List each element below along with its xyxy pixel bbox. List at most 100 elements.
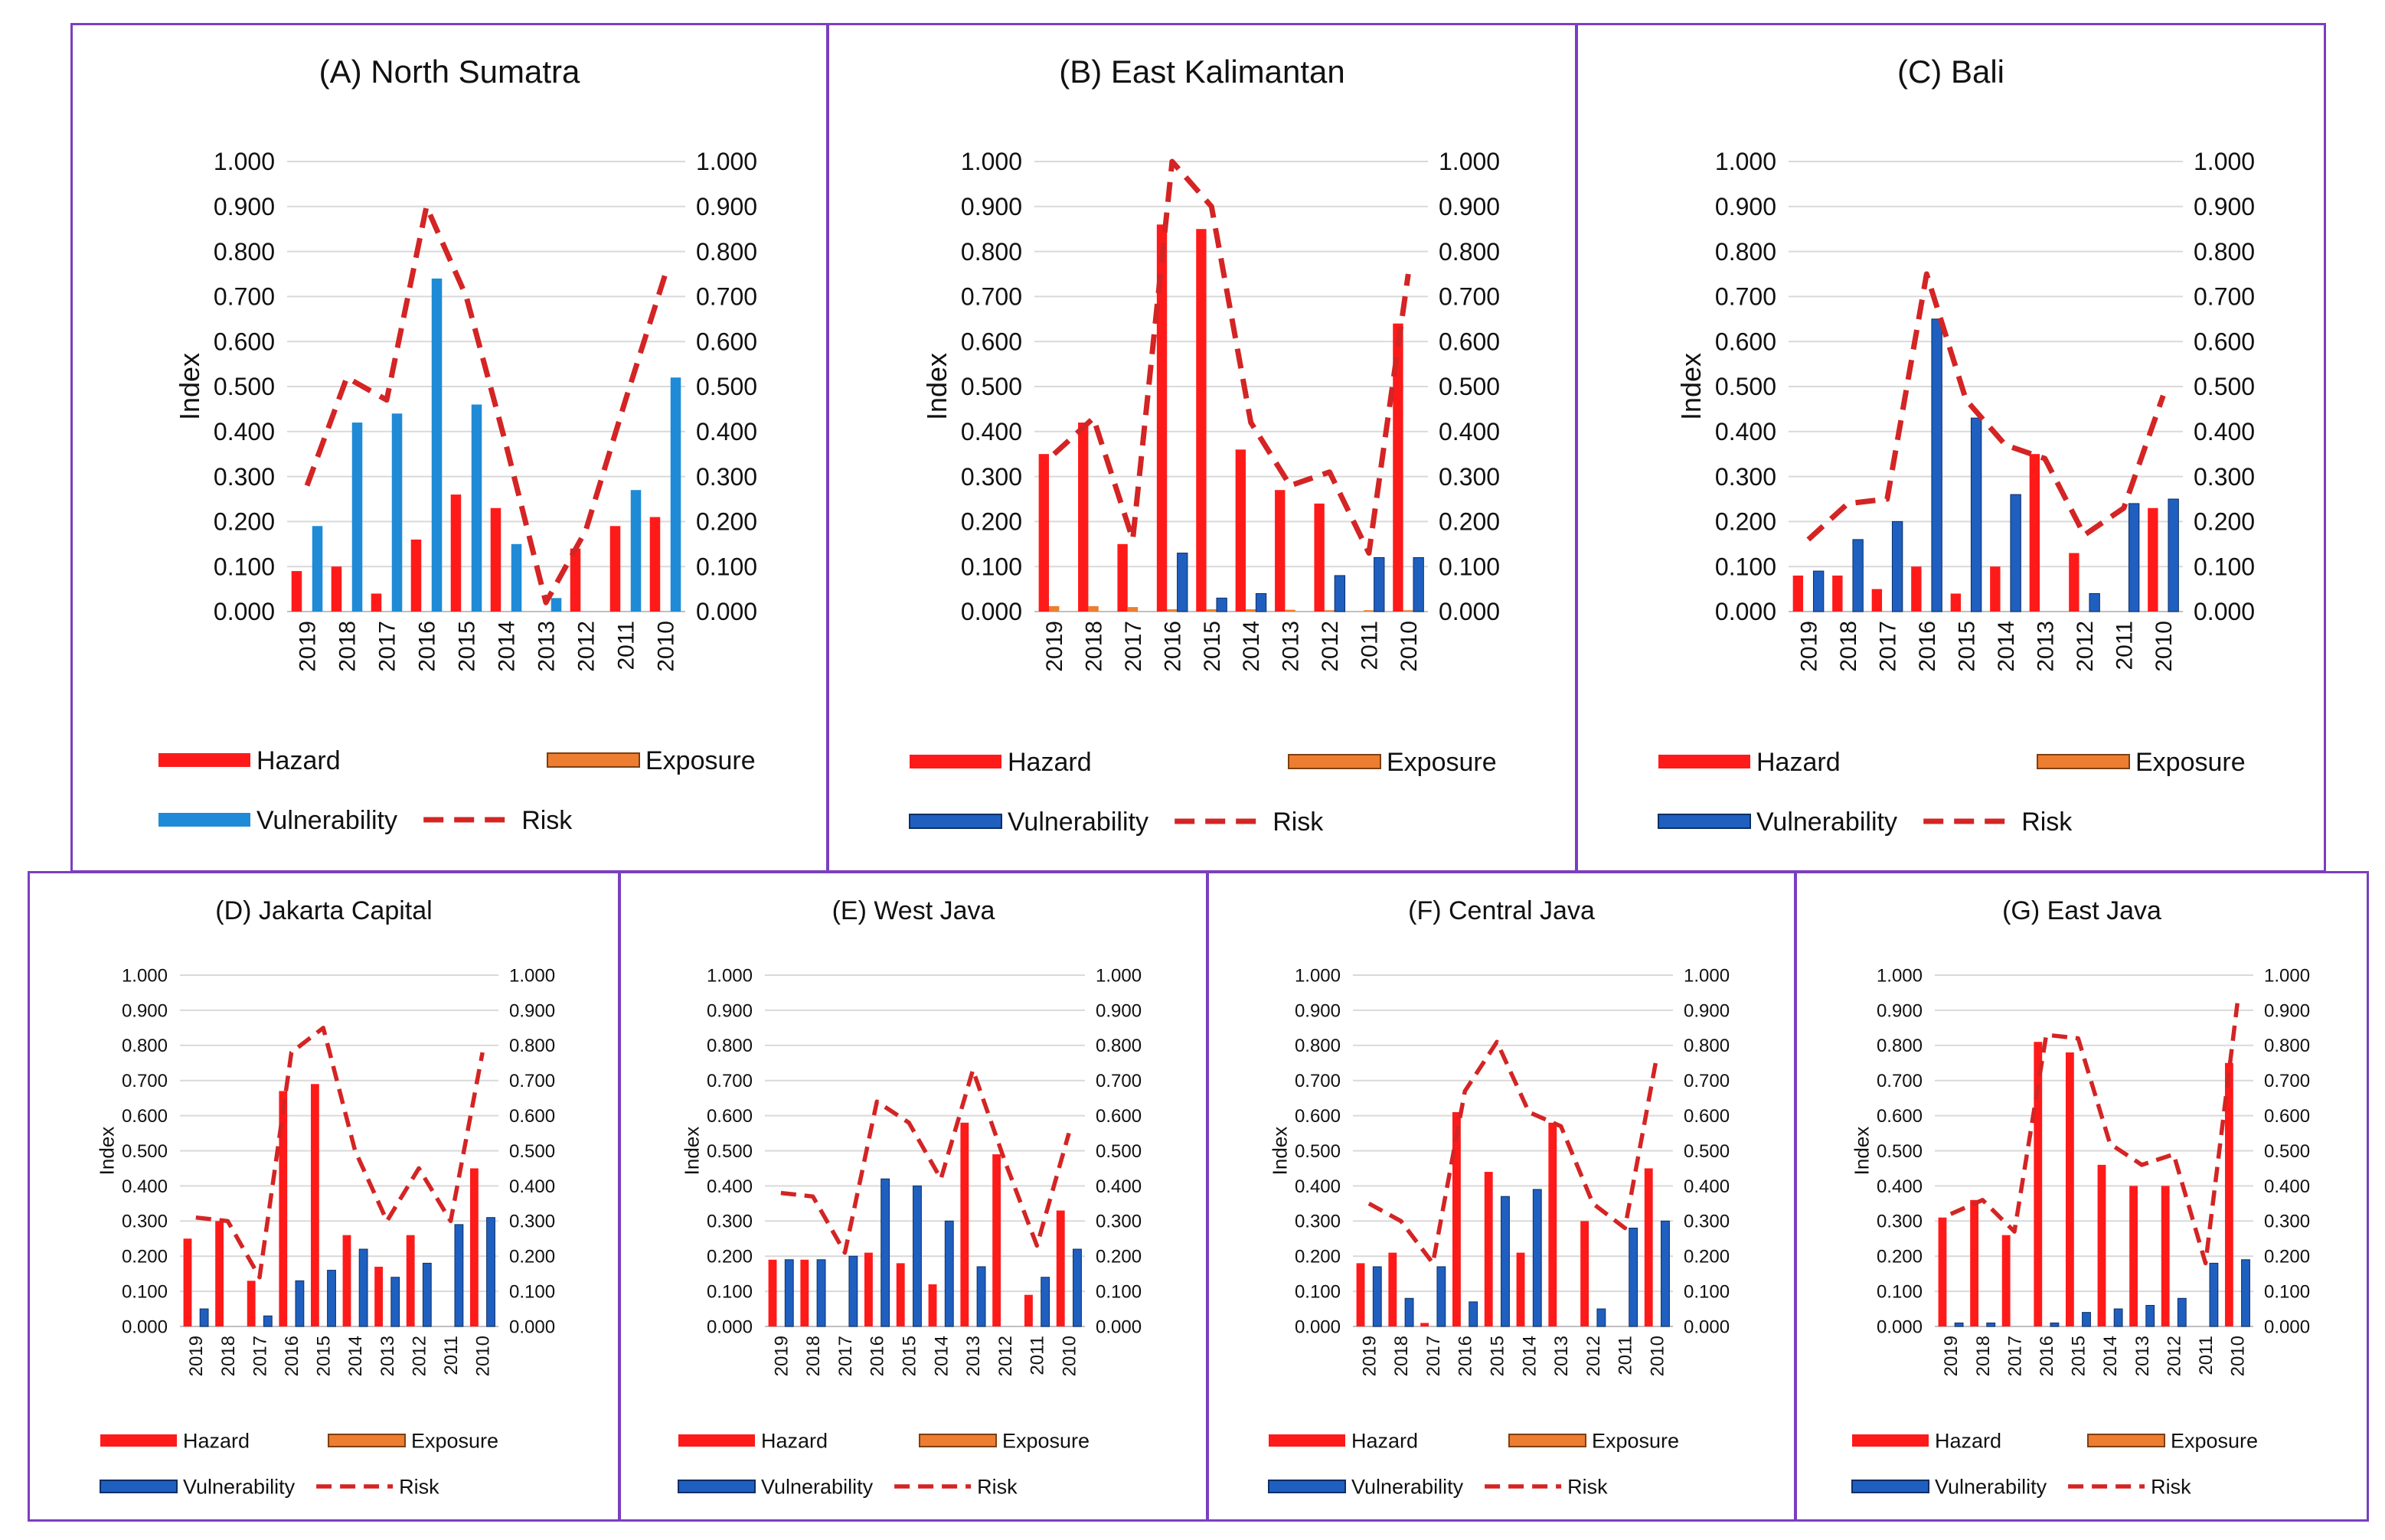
legend-risk: Risk	[1923, 808, 2073, 837]
risk-line	[1806, 271, 2166, 542]
y-tick-label-left: 0.900	[1877, 1000, 1923, 1021]
hazard-bar	[1832, 575, 1843, 612]
legend-risk-label: Risk	[399, 1476, 439, 1499]
legend-hazard-swatch	[1269, 1434, 1345, 1447]
y-tick-label-left: 0.400	[1295, 1176, 1341, 1197]
legend-hazard: Hazard	[100, 1430, 250, 1453]
x-tick-label: 2012	[2164, 1336, 2184, 1376]
legend-vulnerability-label: Vulnerability	[761, 1476, 874, 1499]
chart-svg: (E) West Java 0.000 0.000 0.100 0.100 0.200 0.…	[678, 896, 1142, 1499]
y-tick-label-right: 0.500	[509, 1141, 555, 1162]
vulnerability-bar	[1374, 556, 1385, 612]
y-tick-label-left: 0.600	[707, 1106, 753, 1127]
x-tick-label: 2011	[1357, 621, 1382, 670]
y-tick-label-left: 0.000	[214, 598, 275, 625]
vulnerability-bar	[1177, 553, 1188, 612]
legend-hazard: Hazard	[158, 746, 341, 775]
vulnerability-bar	[454, 1224, 464, 1327]
legend-vulnerability-label: Vulnerability	[1935, 1476, 2047, 1499]
vulnerability-bar	[431, 278, 443, 612]
y-tick-label-right: 0.500	[696, 373, 757, 400]
y-tick-label-right: 0.100	[696, 553, 757, 580]
y-tick-label-right: 0.800	[509, 1036, 555, 1056]
y-tick-label-left: 0.900	[961, 193, 1022, 220]
y-tick-label-right: 0.000	[2194, 598, 2255, 625]
legend-risk-label: Risk	[977, 1476, 1018, 1499]
hazard-bar	[1117, 543, 1128, 612]
y-tick-label-left: 1.000	[1295, 965, 1341, 986]
legend-hazard-swatch	[158, 753, 250, 767]
hazard-bar	[2001, 1235, 2011, 1326]
legend-exposure-label: Exposure	[1387, 748, 1497, 777]
hazard-bar	[1078, 423, 1089, 612]
legend-vulnerability: Vulnerability	[100, 1476, 296, 1499]
vulnerability-bar	[1334, 575, 1346, 612]
vulnerability-bar	[784, 1259, 794, 1327]
y-tick-label-right: 0.000	[2264, 1317, 2310, 1337]
x-tick-label: 2016	[1456, 1336, 1476, 1376]
x-tick-label: 2011	[441, 1336, 462, 1375]
y-tick-label-left: 0.900	[214, 193, 275, 220]
vulnerability-bar	[1812, 570, 1825, 612]
x-tick-label: 2018	[803, 1336, 824, 1376]
risk-line	[1367, 1039, 1659, 1266]
vulnerability-bar	[1041, 1277, 1050, 1327]
y-tick-label-left: 0.700	[707, 1071, 753, 1091]
y-tick-label-right: 0.400	[1684, 1176, 1730, 1197]
y-tick-label-right: 0.300	[2264, 1212, 2310, 1232]
hazard-bar	[1235, 449, 1246, 612]
x-tick-label: 2016	[415, 621, 440, 672]
chart-title: (B) East Kalimantan	[1059, 54, 1345, 90]
legend-risk: Risk	[894, 1476, 1018, 1499]
legend-exposure-swatch	[919, 1434, 997, 1447]
hazard-bar	[2034, 1042, 2043, 1326]
y-tick-label-right: 0.200	[2194, 508, 2255, 536]
y-tick-label-right: 0.900	[696, 193, 757, 220]
y-tick-label-right: 0.100	[1096, 1282, 1142, 1303]
legend-hazard: Hazard	[1658, 748, 1841, 777]
x-tick-label: 2011	[2112, 621, 2137, 670]
legend-risk: Risk	[2068, 1476, 2191, 1499]
y-tick-label-left: 0.700	[1715, 283, 1776, 311]
x-tick-label: 2010	[473, 1336, 494, 1376]
y-tick-label-left: 0.300	[1715, 463, 1776, 491]
x-tick-label: 2017	[1875, 621, 1900, 672]
hazard-bar	[469, 1168, 479, 1326]
x-tick-label: 2010	[1060, 1336, 1080, 1376]
vulnerability-bar	[486, 1217, 495, 1327]
y-tick-label-right: 0.200	[696, 508, 757, 536]
vulnerability-bar	[816, 1259, 826, 1327]
x-tick-label: 2014	[2100, 1336, 2121, 1376]
legend-exposure-swatch	[2087, 1434, 2165, 1447]
x-tick-label: 2012	[409, 1336, 430, 1376]
legend-vulnerability-label: Vulnerability	[183, 1476, 296, 1499]
y-tick-label-left: 0.600	[1715, 328, 1776, 355]
y-tick-label-right: 0.000	[1096, 1317, 1142, 1337]
y-tick-label-right: 0.700	[1096, 1071, 1142, 1091]
y-tick-label-right: 0.700	[1684, 1071, 1730, 1091]
y-tick-label-left: 1.000	[1877, 965, 1923, 986]
y-tick-label-right: 0.100	[2264, 1282, 2310, 1303]
y-tick-label-right: 0.800	[2264, 1036, 2310, 1056]
x-tick-label: 2017	[375, 621, 400, 672]
legend-vulnerability: Vulnerability	[1851, 1476, 2047, 1499]
chart-svg: (B) East Kalimantan 0.000 0.000 0.100 0.100 0…	[909, 54, 1500, 837]
y-tick-label-left: 0.500	[1715, 373, 1776, 400]
legend-hazard: Hazard	[678, 1430, 828, 1453]
chart-title: (C) Bali	[1897, 54, 2004, 90]
y-tick-label-left: 0.000	[961, 598, 1022, 625]
x-tick-label: 2010	[1397, 621, 1422, 672]
x-tick-label: 2019	[1042, 621, 1067, 672]
y-tick-label-right: 0.400	[696, 418, 757, 445]
hazard-bar	[2129, 1186, 2138, 1326]
y-tick-label-right: 0.200	[1439, 508, 1500, 536]
x-tick-label: 2014	[1519, 1336, 1540, 1376]
y-tick-label-right: 0.400	[2194, 418, 2255, 445]
exposure-bar	[1246, 609, 1256, 612]
hazard-bar	[1548, 1122, 1557, 1326]
y-tick-label-right: 0.800	[1096, 1036, 1142, 1056]
legend-vulnerability-swatch	[1268, 1480, 1346, 1493]
x-tick-label: 2015	[1954, 621, 1979, 672]
vulnerability-bar	[913, 1185, 922, 1327]
y-tick-label-right: 0.900	[2194, 193, 2255, 220]
